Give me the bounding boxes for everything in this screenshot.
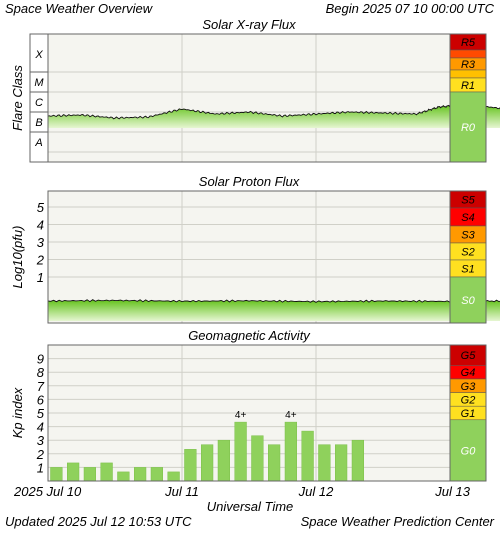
xray-line	[47, 103, 500, 120]
page-title: Space Weather Overview	[5, 1, 153, 16]
kp-bar	[184, 449, 197, 482]
xray-scale-label: R0	[461, 122, 476, 134]
xray-scale-label: R5	[461, 37, 476, 49]
kp-bar	[150, 467, 163, 482]
kp-bar	[268, 444, 281, 482]
kp-bar	[301, 430, 314, 482]
prediction-center: Space Weather Prediction Center	[300, 514, 494, 529]
proton-area	[48, 299, 500, 321]
proton-ytick: 3	[37, 235, 45, 250]
kp-bar	[251, 435, 264, 482]
kp-bar	[50, 467, 63, 482]
xray-scale-cell	[449, 91, 487, 163]
x-axis-label: Universal Time	[207, 499, 294, 514]
kp-bar	[351, 439, 364, 482]
kp-ytick: 4	[37, 420, 44, 435]
xray-scale-cell	[449, 49, 487, 59]
panel-background	[48, 34, 450, 162]
kp-ytick: 6	[37, 392, 45, 407]
kp-ytick: 8	[37, 365, 45, 380]
proton-scale-label: S2	[461, 247, 474, 259]
kp-scale-label: G5	[461, 350, 477, 362]
kp-ytick: 9	[37, 352, 44, 367]
kp-bar	[318, 444, 331, 482]
kp-bar	[117, 471, 130, 482]
proton-scale-label: S3	[461, 230, 475, 242]
panel-border	[47, 33, 487, 163]
x-tick-label: Jul 12	[298, 484, 334, 499]
kp-ylabel: Kp index	[10, 387, 25, 438]
kp-bar	[100, 462, 113, 482]
panel-border	[47, 344, 487, 482]
kp-bar	[167, 471, 180, 482]
xray-scale-label: R3	[461, 59, 476, 71]
begin-time: Begin 2025 07 10 00:00 UTC	[325, 1, 494, 16]
xray-ylabel: Flare Class	[10, 65, 25, 131]
x-tick-label: Jul 11	[164, 484, 199, 499]
kp-title: Geomagnetic Activity	[188, 328, 311, 343]
kp-scale-label: G3	[461, 381, 477, 393]
kp-scale-label: G1	[461, 408, 476, 420]
kp-bar	[284, 421, 297, 482]
kp-bar	[83, 467, 96, 482]
proton-ytick: 4	[37, 218, 44, 233]
kp-bar	[335, 444, 348, 482]
kp-bar-label: 4+	[285, 410, 297, 421]
kp-ytick: 1	[37, 460, 44, 475]
proton-ytick: 2	[36, 253, 45, 268]
proton-scale-label: S4	[461, 212, 474, 224]
flare-class-tick: M	[34, 77, 44, 89]
proton-scale-label: S5	[461, 195, 475, 207]
kp-bar	[234, 421, 247, 482]
proton-line	[47, 299, 500, 303]
xray-area	[48, 104, 500, 128]
kp-bar	[217, 439, 230, 482]
x-tick-label: 2025 Jul 10	[13, 484, 82, 499]
kp-bar-label: 4+	[235, 410, 247, 421]
xray-title: Solar X-ray Flux	[202, 17, 296, 32]
kp-ytick: 5	[37, 406, 45, 421]
x-tick-label: Jul 13	[434, 484, 470, 499]
kp-scale-cell	[449, 419, 487, 482]
proton-title: Solar Proton Flux	[199, 174, 300, 189]
proton-ylabel: Log10(pfu)	[10, 226, 25, 289]
updated-time: Updated 2025 Jul 12 10:53 UTC	[5, 514, 192, 529]
kp-scale-label: G4	[461, 367, 476, 379]
xray-scale-cell	[449, 69, 487, 79]
flare-class-tick: B	[35, 117, 42, 129]
flare-class-tick: C	[35, 97, 43, 109]
kp-bar	[67, 462, 80, 482]
kp-bar	[134, 467, 147, 482]
kp-scale-label: G0	[461, 445, 477, 457]
kp-bar	[201, 444, 214, 482]
kp-ytick: 3	[37, 433, 45, 448]
kp-scale-label: G2	[461, 394, 476, 406]
panel-border	[47, 190, 487, 324]
kp-ytick: 7	[37, 379, 45, 394]
kp-ytick: 2	[36, 447, 45, 462]
proton-scale-label: S1	[461, 264, 474, 276]
proton-scale-label: S0	[461, 295, 475, 307]
xray-scale-label: R1	[461, 80, 475, 92]
proton-ytick: 5	[37, 200, 45, 215]
flare-class-tick: A	[34, 137, 42, 149]
flare-class-tick: X	[34, 49, 43, 61]
proton-ytick: 1	[37, 270, 44, 285]
